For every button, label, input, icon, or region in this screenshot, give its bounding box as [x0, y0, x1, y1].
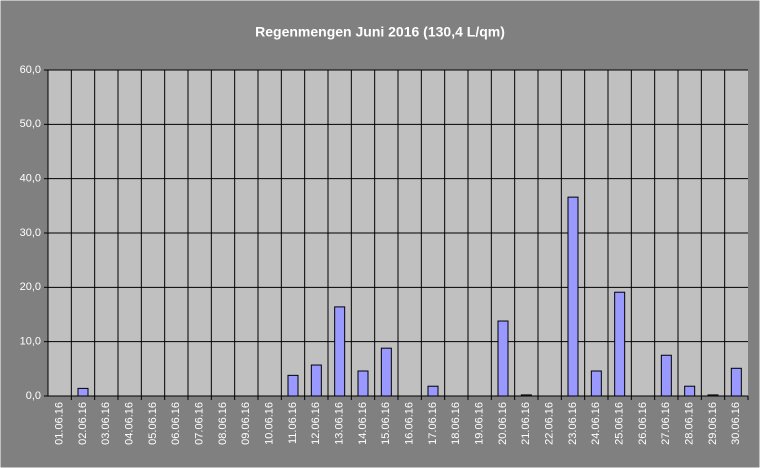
- bar: [380, 347, 392, 397]
- x-tick-label: 24.06.16: [590, 402, 602, 445]
- x-tick-label: 07.06.16: [194, 402, 206, 445]
- y-tick-label: 10,0: [20, 336, 41, 348]
- x-tick-label: 16.06.16: [404, 402, 416, 445]
- bar: [427, 385, 439, 397]
- bar: [520, 394, 532, 397]
- bar: [357, 370, 369, 397]
- y-tick-label: 20,0: [20, 281, 41, 293]
- x-tick-label: 21.06.16: [520, 402, 532, 445]
- x-tick-label: 08.06.16: [217, 402, 229, 445]
- x-tick-label: 18.06.16: [450, 402, 462, 445]
- y-tick-label: 0,0: [26, 390, 41, 402]
- x-tick-label: 15.06.16: [380, 402, 392, 445]
- x-tick-label: 11.06.16: [287, 402, 299, 444]
- bar: [730, 367, 742, 397]
- x-tick-label: 26.06.16: [637, 402, 649, 445]
- bar: [497, 320, 509, 397]
- x-tick-label: 05.06.16: [147, 402, 159, 445]
- x-tick-label: 04.06.16: [124, 402, 136, 445]
- bar: [567, 196, 579, 397]
- bar: [334, 306, 346, 397]
- x-tick-label: 10.06.16: [264, 402, 276, 445]
- x-tick-label: 01.06.16: [54, 402, 66, 445]
- x-tick-label: 30.06.16: [730, 402, 742, 445]
- y-tick-label: 40,0: [20, 173, 41, 185]
- x-tick-label: 06.06.16: [170, 402, 182, 445]
- bar: [660, 354, 672, 397]
- x-tick-label: 27.06.16: [660, 402, 672, 445]
- y-tick-label: 60,0: [20, 64, 41, 76]
- bar: [77, 387, 89, 397]
- y-tick-label: 50,0: [20, 118, 41, 130]
- x-tick-label: 19.06.16: [474, 402, 486, 445]
- x-tick-label: 20.06.16: [497, 402, 509, 445]
- x-tick-label: 17.06.16: [427, 402, 439, 445]
- x-tick-label: 02.06.16: [77, 402, 89, 445]
- bar: [310, 364, 322, 397]
- x-tick-label: 13.06.16: [334, 402, 346, 445]
- x-tick-label: 22.06.16: [544, 402, 556, 445]
- x-tick-label: 09.06.16: [240, 402, 252, 445]
- x-tick-label: 14.06.16: [357, 402, 369, 445]
- x-tick-label: 03.06.16: [100, 402, 112, 445]
- x-tick-label: 12.06.16: [310, 402, 322, 445]
- x-tick-label: 23.06.16: [567, 402, 579, 445]
- x-tick-label: 28.06.16: [684, 402, 696, 445]
- chart-title: Regenmengen Juni 2016 (130,4 L/qm): [255, 24, 505, 40]
- bar: [590, 370, 602, 397]
- bar: [684, 385, 696, 397]
- y-tick-label: 30,0: [20, 227, 41, 239]
- bar: [707, 394, 719, 397]
- x-tick-label: 25.06.16: [614, 402, 626, 445]
- bar: [287, 374, 299, 397]
- x-tick-label: 29.06.16: [707, 402, 719, 445]
- bar: [614, 291, 626, 397]
